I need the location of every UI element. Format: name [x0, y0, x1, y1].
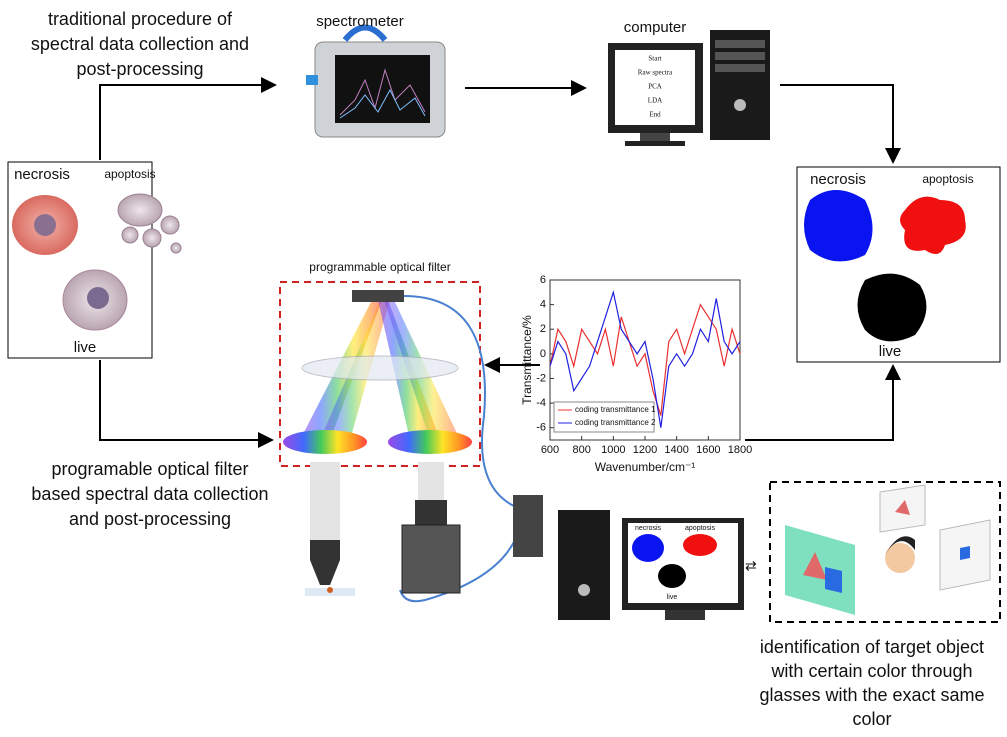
x-tick-label: 1600	[696, 444, 720, 456]
x-tick-label: 1000	[601, 444, 625, 456]
blob	[858, 274, 927, 342]
spectrometer-label: spectrometer	[316, 13, 404, 30]
filter-label: programmable optical filter	[309, 260, 450, 274]
x-tick-label: 1800	[728, 444, 752, 456]
cell-label: necrosis	[14, 166, 70, 183]
monitor-stand	[665, 610, 705, 620]
diagram: traditional procedure of spectral data c…	[0, 0, 1007, 732]
y-tick-label: 0	[540, 348, 546, 360]
y-tick-label: 4	[540, 299, 546, 311]
computer-label: computer	[624, 19, 687, 36]
spectrometer	[306, 28, 445, 138]
sample	[327, 587, 333, 593]
caption-line: color	[852, 709, 891, 729]
y-tick-label: 2	[540, 323, 546, 335]
result-label: apoptosis	[922, 172, 973, 186]
y-tick-label: 6	[540, 274, 546, 286]
caption-line: programable optical filter	[51, 459, 248, 479]
nucleus	[34, 214, 56, 236]
objective	[310, 540, 340, 585]
y-tick-label: -4	[536, 397, 546, 409]
flow-step: PCA	[648, 83, 662, 91]
flow-step: Start	[648, 55, 661, 63]
monitor-label: apoptosis	[685, 525, 715, 532]
camera	[402, 525, 460, 593]
caption-line: with certain color through	[770, 661, 972, 681]
arrow	[100, 360, 272, 440]
result-label: live	[879, 343, 902, 360]
x-tick-label: 600	[541, 444, 559, 456]
lens	[415, 500, 447, 525]
caption-line: based spectral data collection	[31, 484, 268, 504]
caption-line: spectral data collection and	[31, 34, 249, 54]
blob	[804, 190, 873, 261]
legend-label: coding transmittance 2	[575, 418, 656, 427]
controller	[513, 495, 543, 557]
cell-label: live	[74, 339, 97, 356]
cells-panel	[8, 162, 152, 358]
legend-label: coding transmittance 1	[575, 405, 656, 414]
y-tick-label: -6	[536, 422, 546, 434]
flow-step: LDA	[648, 97, 662, 105]
beam	[310, 462, 340, 540]
monitor-label: necrosis	[635, 525, 662, 532]
arrow	[745, 366, 893, 440]
caption-line: post-processing	[76, 59, 203, 79]
nucleus	[87, 287, 109, 309]
inset-chart: -6 -4 -2 0 2 4 6 600 800 1000 1200 1400 1600 1800 codi…	[536, 274, 752, 456]
caption-line: identification of target object	[760, 637, 984, 657]
glasses-illustration	[785, 485, 990, 615]
pc-tower	[558, 510, 610, 620]
cell-label: apoptosis	[104, 167, 155, 181]
caption-line: traditional procedure of	[48, 9, 233, 29]
beam	[418, 462, 444, 502]
y-axis-label: Transmittance/%	[520, 315, 534, 405]
result-label: necrosis	[810, 171, 866, 188]
monitor-label: live	[667, 594, 678, 601]
filter-optics	[283, 290, 472, 454]
flow-step: Raw spectra	[638, 69, 673, 77]
flow-step: End	[649, 111, 661, 119]
blob	[632, 534, 664, 562]
exchange-icon: ⇄	[745, 558, 757, 574]
arrow	[100, 85, 275, 160]
x-axis-label: Wavenumber/cm⁻¹	[595, 460, 696, 474]
blob	[658, 564, 686, 588]
x-tick-label: 1200	[633, 444, 657, 456]
computer	[608, 30, 770, 146]
caption-line: and post-processing	[69, 509, 231, 529]
caption-line: glasses with the exact same	[759, 685, 984, 705]
arrow	[780, 85, 893, 162]
y-tick-label: -2	[536, 372, 546, 384]
x-tick-label: 1400	[664, 444, 688, 456]
pc-button	[578, 584, 590, 596]
x-tick-label: 800	[572, 444, 590, 456]
blob	[683, 534, 717, 556]
